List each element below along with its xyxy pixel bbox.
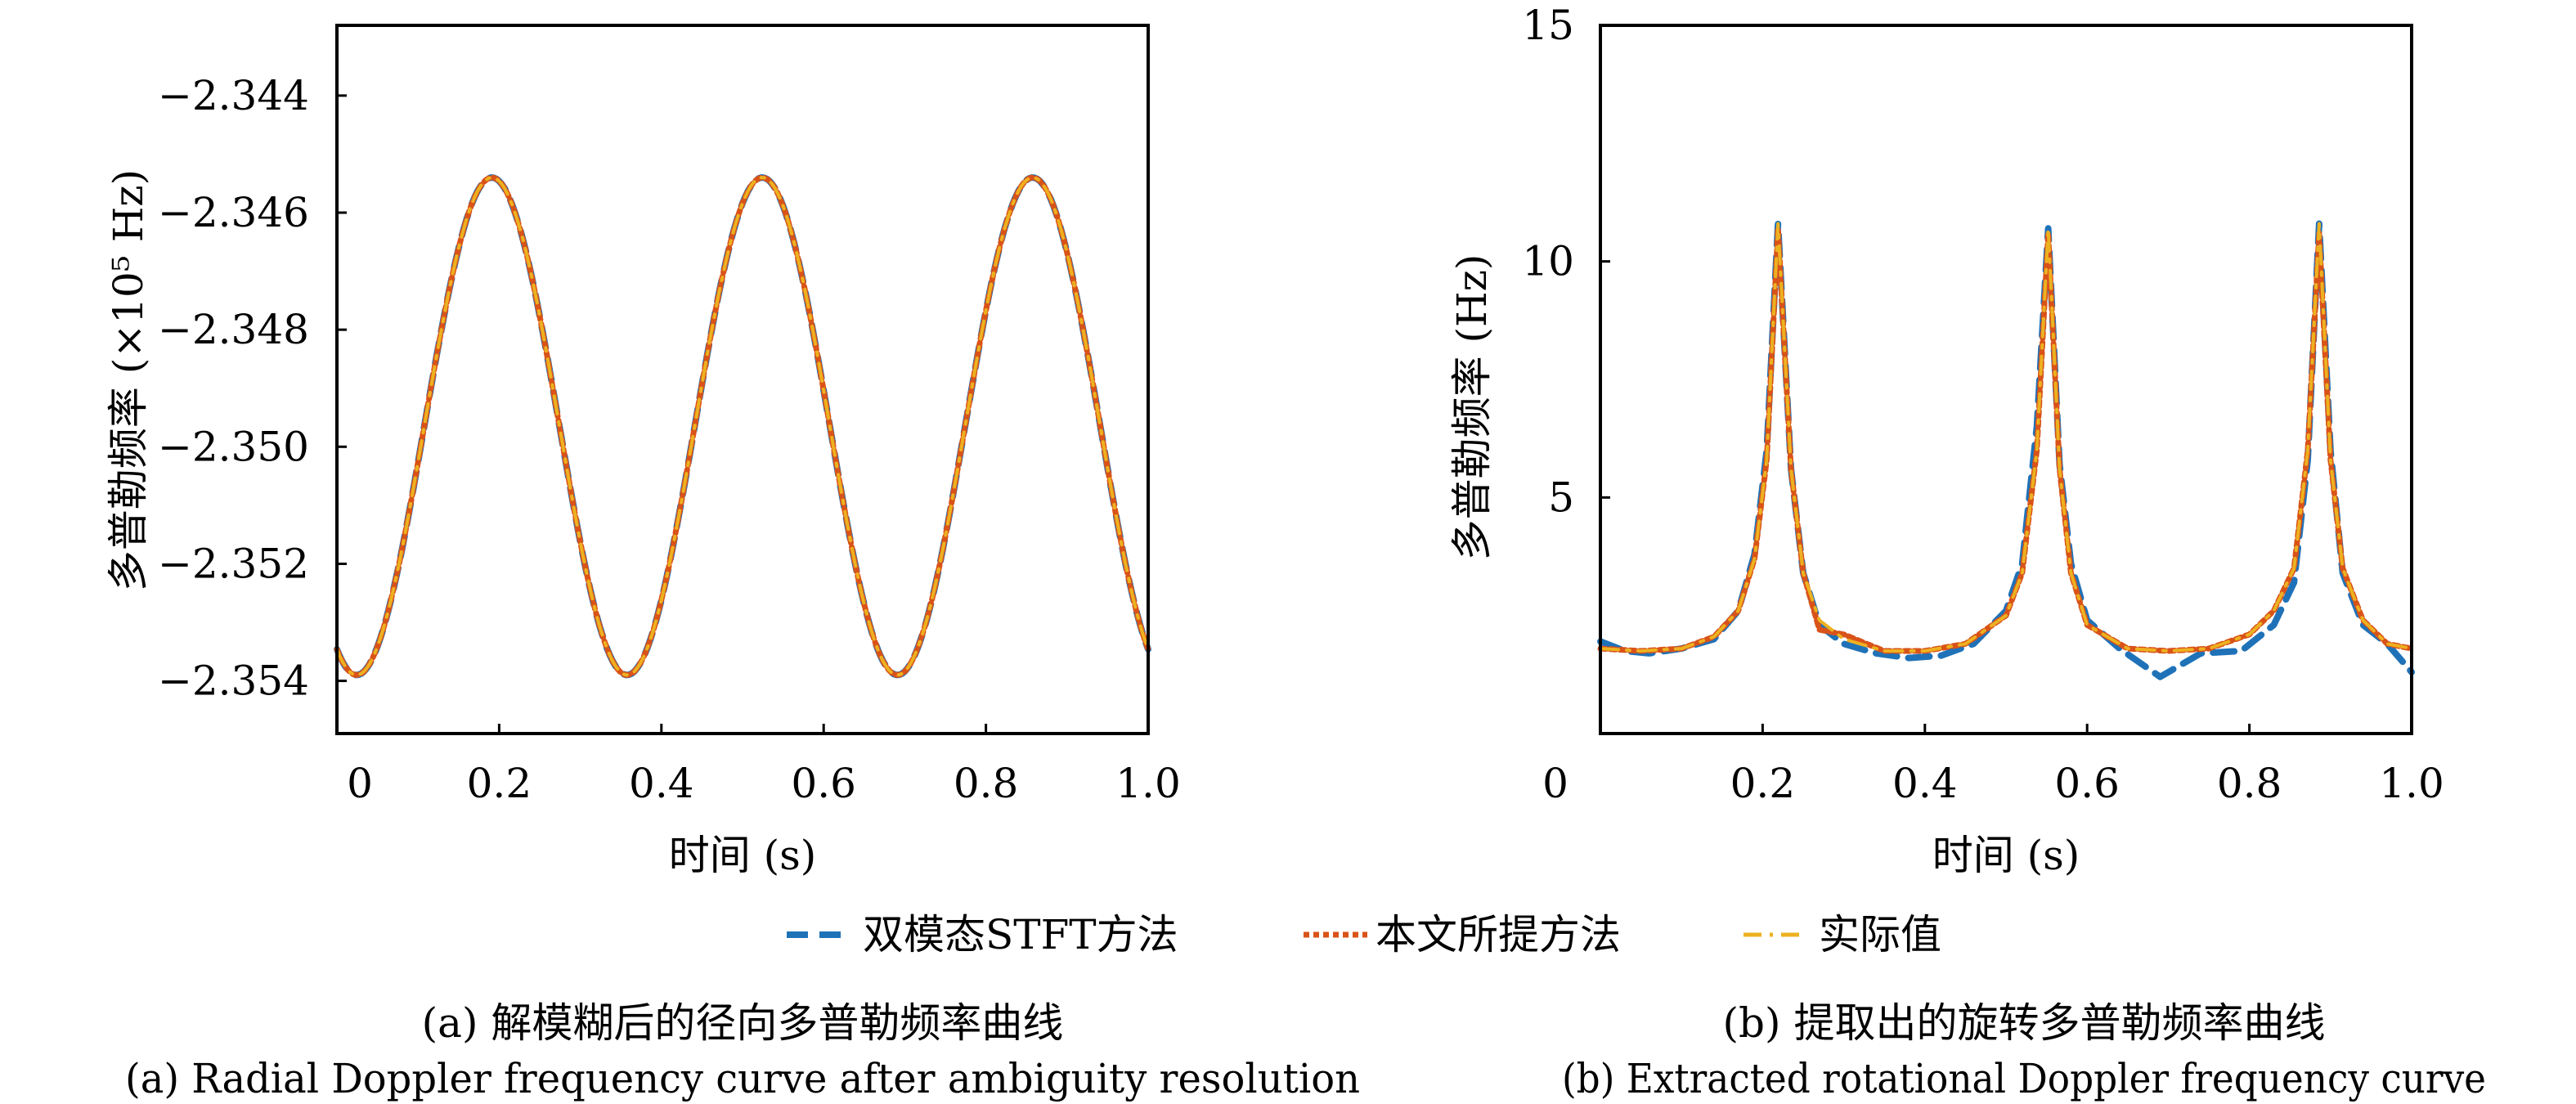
panel-a-y-tick-label: −2.344 <box>158 72 309 119</box>
panel-a-series-line-1 <box>334 174 1151 678</box>
caption-b-english: (b) Extracted rotational Doppler frequen… <box>1562 1055 2486 1102</box>
panel-a-axes-frame <box>335 24 1150 735</box>
panel-b-y-tick-label: 15 <box>1522 2 1574 49</box>
panel-a-x-tick-label: 0 <box>347 760 373 807</box>
panel-b-y-tick-label: 5 <box>1548 473 1574 521</box>
panel-b-x-axis-label: 时间 (s) <box>1932 832 2080 879</box>
panel-a-y-axis-label: 多普勒频率 (×10⁵ Hz) <box>105 169 152 591</box>
legend-label-stft: 双模态STFT方法 <box>863 911 1178 958</box>
panel-b-x-tick-label: 1.0 <box>2379 760 2444 807</box>
panel-a-chart: 0 0.2 0.4 0.6 0.8 1.0 −2.344 −2.346 −2.348 −2.350… <box>105 24 1181 879</box>
panel-a-series-line-2 <box>335 176 1150 677</box>
caption-a-english: (a) Radial Doppler frequency curve after… <box>125 1055 1360 1102</box>
legend-item-actual: 实际值 <box>1744 911 1941 958</box>
panel-a-x-tick-label: 0.2 <box>467 760 532 807</box>
panel-a-y-tick-label: −2.346 <box>158 189 309 236</box>
legend: 双模态STFT方法 本文所提方法 实际值 <box>787 911 1941 958</box>
panel-b-series-line-2 <box>1599 222 2413 653</box>
panel-a-ticks: 0 0.2 0.4 0.6 0.8 1.0 −2.344 −2.346 −2.348 −2.350… <box>158 72 1181 807</box>
panel-a-plot-area <box>334 174 1151 679</box>
panel-b-chart: 0 0.2 0.4 0.6 0.8 1.0 15 10 5 时间 (s) 多普勒频率 (Hz) <box>1448 2 2444 879</box>
panel-a-y-tick-label: −2.352 <box>158 540 309 587</box>
panel-a-x-tick-label: 0.4 <box>629 760 694 807</box>
panel-b-ticks: 0 0.2 0.4 0.6 0.8 1.0 15 10 5 <box>1522 2 2444 807</box>
panel-a-y-tick-label: −2.350 <box>158 423 309 470</box>
panel-b-x-tick-label: 0 <box>1542 760 1568 807</box>
legend-label-actual: 实际值 <box>1819 911 1941 958</box>
panel-a-x-tick-label: 1.0 <box>1115 760 1181 807</box>
panel-a-y-tick-label: −2.348 <box>158 306 309 353</box>
legend-item-proposed: 本文所提方法 <box>1304 911 1621 958</box>
panel-b-axes-frame <box>1599 24 2413 735</box>
panel-b-x-tick-label: 0.8 <box>2217 760 2282 807</box>
panel-b-y-axis-label: 多普勒频率 (Hz) <box>1448 254 1496 561</box>
panel-a-y-tick-label: −2.354 <box>158 657 309 705</box>
panel-b-x-tick-label: 0.6 <box>2054 760 2120 807</box>
panel-b-x-tick-label: 0.4 <box>1892 760 1958 807</box>
caption-a-chinese: (a) 解模糊后的径向多普勒频率曲线 <box>422 999 1064 1047</box>
panel-a-x-axis-label: 时间 (s) <box>669 832 817 879</box>
panel-b-plot-area <box>1597 220 2415 680</box>
panel-a-x-tick-label: 0.6 <box>791 760 856 807</box>
panel-b-x-tick-label: 0.2 <box>1730 760 1796 807</box>
panel-a-x-tick-label: 0.8 <box>954 760 1019 807</box>
panel-b-y-tick-label: 10 <box>1522 238 1574 285</box>
caption-b-chinese: (b) 提取出的旋转多普勒频率曲线 <box>1723 999 2326 1047</box>
legend-item-stft: 双模态STFT方法 <box>787 911 1178 958</box>
legend-label-proposed: 本文所提方法 <box>1376 911 1621 958</box>
